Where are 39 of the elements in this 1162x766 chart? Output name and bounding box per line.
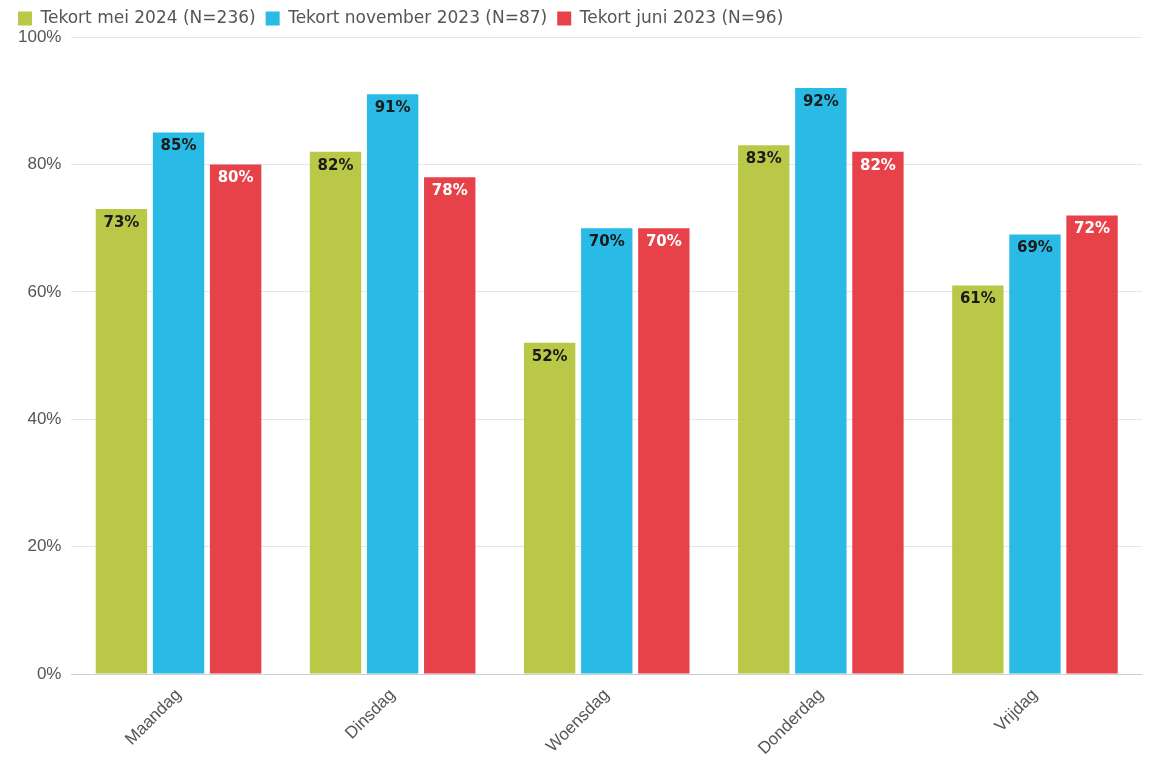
bar xyxy=(1066,215,1118,674)
legend-label: Tekort juni 2023 (N=96) xyxy=(578,6,784,27)
y-tick-label: 20% xyxy=(27,536,62,556)
data-label: 52% xyxy=(531,346,568,365)
data-label: 91% xyxy=(374,98,411,117)
y-tick-label: 80% xyxy=(27,154,62,174)
bar xyxy=(424,177,476,674)
data-label: 73% xyxy=(103,212,140,231)
y-tick-label: 0% xyxy=(36,663,62,683)
data-label: 82% xyxy=(317,155,354,174)
data-label: 82% xyxy=(859,155,896,174)
data-label: 92% xyxy=(802,91,839,110)
bar xyxy=(309,151,362,674)
legend-label: Tekort mei 2024 (N=236) xyxy=(39,6,256,27)
bar xyxy=(738,145,790,674)
bar xyxy=(581,228,633,674)
data-label: 69% xyxy=(1016,238,1053,257)
bar xyxy=(523,342,576,674)
bar xyxy=(209,164,262,674)
data-label: 70% xyxy=(645,232,682,251)
data-label: 83% xyxy=(745,149,782,168)
bar xyxy=(1009,234,1061,674)
bar xyxy=(95,209,148,674)
data-label: 61% xyxy=(959,289,996,308)
bar xyxy=(152,132,205,674)
bar xyxy=(952,285,1004,674)
y-tick-label: 60% xyxy=(27,281,62,301)
bar xyxy=(638,228,690,674)
data-label: 80% xyxy=(217,168,254,187)
data-label: 78% xyxy=(431,181,468,200)
data-label: 70% xyxy=(588,232,625,251)
bar xyxy=(366,94,419,674)
legend-label: Tekort november 2023 (N=87) xyxy=(287,6,548,27)
data-label: 72% xyxy=(1074,219,1110,238)
bar xyxy=(852,151,904,674)
bar xyxy=(795,87,847,674)
y-tick-label: 40% xyxy=(27,408,62,428)
y-tick-label: 100% xyxy=(18,26,62,46)
data-label: 85% xyxy=(160,136,197,155)
